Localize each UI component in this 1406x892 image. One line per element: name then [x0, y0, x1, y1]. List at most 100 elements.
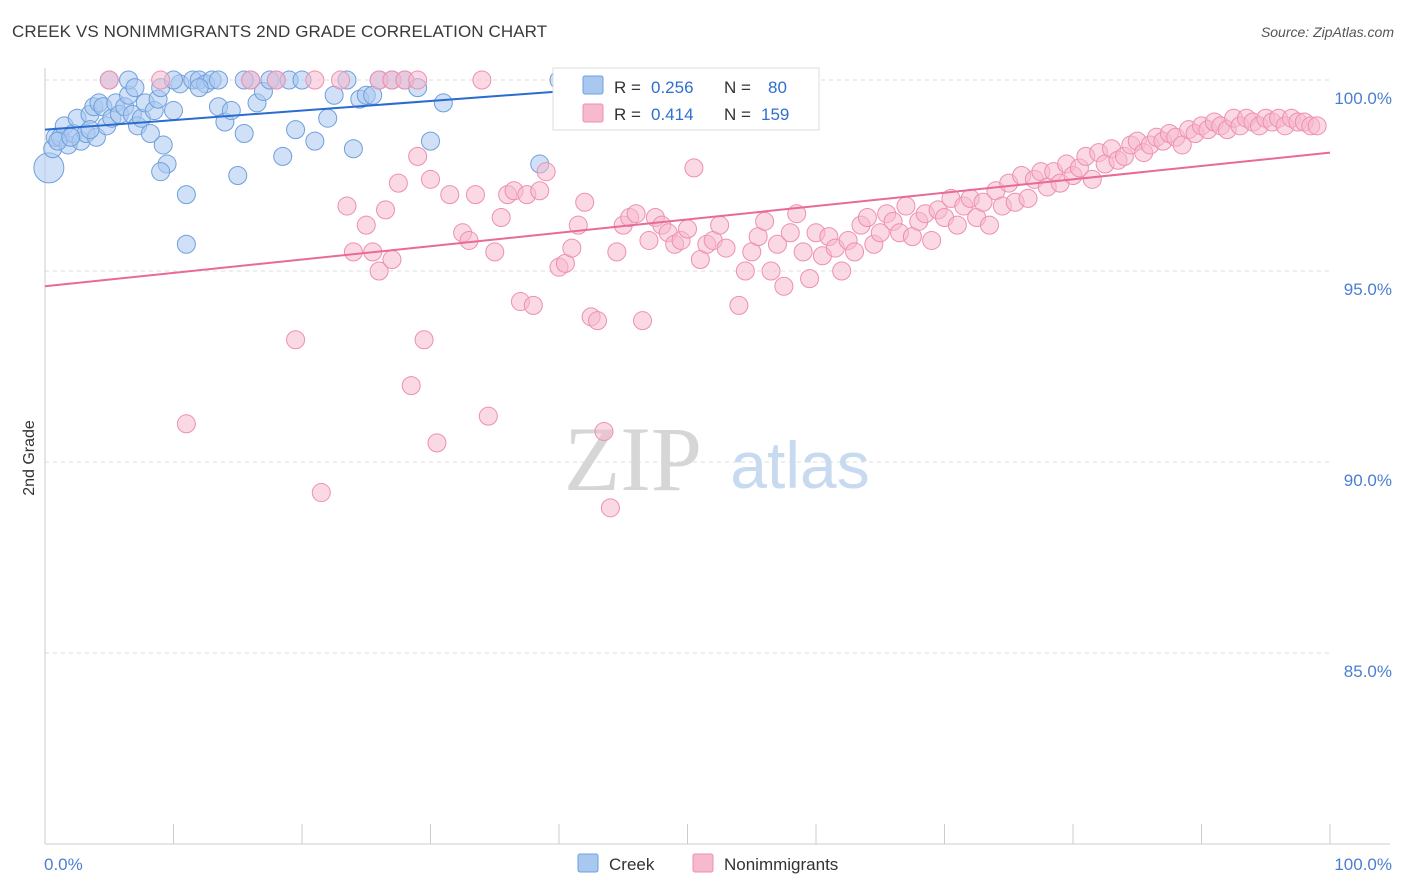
point-nonimmigrants-102	[947, 215, 967, 235]
point-nonimmigrants-78	[793, 242, 813, 262]
point-nonimmigrants-10	[472, 70, 492, 90]
stats-n-value-creek: 80	[768, 78, 787, 97]
point-creek-41	[228, 166, 248, 185]
watermark-zip: ZIP	[564, 408, 702, 510]
stats-swatch-nonimmigrants	[582, 103, 604, 123]
point-nonimmigrants-30	[465, 185, 485, 205]
point-nonimmigrants-5	[331, 70, 351, 90]
point-nonimmigrants-68	[729, 295, 749, 315]
point-nonimmigrants-23	[408, 146, 428, 166]
point-nonimmigrants-33	[491, 208, 511, 228]
point-nonimmigrants-50	[607, 242, 627, 262]
watermark: ZIP atlas	[564, 408, 870, 510]
stats-swatch-creek	[582, 75, 604, 95]
point-nonimmigrants-27	[440, 185, 460, 205]
point-nonimmigrants-32	[485, 242, 505, 262]
stats-r-value-nonimmigrants: 0.414	[651, 105, 694, 124]
tick-labels: 100.0% 95.0% 90.0% 85.0% 0.0% 100.0%	[44, 89, 1392, 874]
trendline-creek	[44, 90, 560, 131]
point-creek-72	[125, 78, 145, 98]
point-creek-53	[318, 108, 338, 128]
stats-n-value-nonimmigrants: 159	[761, 105, 789, 124]
point-creek-75	[208, 70, 228, 90]
legend-label-creek: Creek	[609, 855, 655, 874]
point-nonimmigrants-40	[536, 162, 556, 182]
point-nonimmigrants-123	[1082, 169, 1102, 189]
point-nonimmigrants-16	[356, 215, 376, 235]
stats-r-value-creek: 0.256	[651, 78, 694, 97]
legend-swatch-creek	[577, 853, 599, 873]
point-nonimmigrants-94	[896, 196, 916, 216]
point-nonimmigrants-79	[800, 269, 820, 289]
point-nonimmigrants-15	[343, 242, 363, 262]
point-creek-52	[305, 131, 325, 151]
point-nonimmigrants-39	[530, 181, 550, 201]
legend-label-nonimmigrants: Nonimmigrants	[724, 855, 838, 874]
point-creek-79	[80, 120, 100, 140]
point-creek-33	[176, 185, 196, 205]
point-creek-74	[189, 78, 209, 98]
point-nonimmigrants-43	[562, 238, 582, 258]
point-nonimmigrants-106	[973, 192, 993, 212]
point-nonimmigrants-21	[388, 173, 408, 193]
point-nonimmigrants-3	[266, 70, 286, 90]
y-tick-label-2: 90.0%	[1344, 471, 1392, 490]
point-nonimmigrants-72	[755, 211, 775, 231]
point-creek-56	[343, 139, 363, 159]
point-nonimmigrants-69	[735, 261, 755, 281]
point-nonimmigrants-73	[761, 261, 781, 281]
point-nonimmigrants-2	[241, 70, 261, 90]
point-creek-42	[234, 123, 254, 143]
stats-n-label-nonimmigrants: N =	[724, 105, 751, 124]
point-creek-25	[140, 123, 160, 143]
point-nonimmigrants-67	[716, 238, 736, 258]
point-nonimmigrants-98	[922, 230, 942, 250]
x-tick-label-0: 0.0%	[44, 855, 83, 874]
point-nonimmigrants-74	[767, 234, 787, 254]
point-creek-64	[421, 131, 440, 151]
chart-legend: Creek Nonimmigrants	[577, 853, 838, 874]
point-creek-68	[176, 234, 196, 254]
point-nonimmigrants-14	[337, 196, 357, 216]
point-nonimmigrants-55	[639, 230, 659, 250]
point-nonimmigrants-47	[588, 311, 608, 331]
point-creek-48	[273, 146, 293, 166]
point-nonimmigrants-11	[176, 414, 196, 434]
point-nonimmigrants-24	[414, 330, 434, 350]
x-tick-label-1: 100.0%	[1334, 855, 1392, 874]
stats-r-label-creek: R =	[614, 78, 641, 97]
point-nonimmigrants-31	[478, 406, 498, 426]
point-nonimmigrants-0	[99, 70, 119, 90]
chart-title: CREEK VS NONIMMIGRANTS 2ND GRADE CORRELA…	[12, 22, 548, 41]
point-nonimmigrants-45	[575, 192, 595, 212]
point-nonimmigrants-86	[845, 242, 865, 262]
point-creek-65	[433, 93, 453, 113]
point-nonimmigrants-49	[600, 498, 620, 518]
y-tick-label-0: 100.0%	[1334, 89, 1392, 108]
point-nonimmigrants-13	[311, 483, 331, 503]
point-nonimmigrants-12	[286, 330, 306, 350]
point-creek-29	[153, 135, 173, 155]
point-creek-50	[286, 120, 306, 140]
stats-r-label-nonimmigrants: R =	[614, 105, 641, 124]
point-creek-78	[61, 127, 81, 147]
point-nonimmigrants-26	[427, 433, 447, 453]
stats-legend: R = 0.256 N = 80 R = 0.414 N = 159	[552, 67, 820, 131]
point-nonimmigrants-29	[459, 230, 479, 250]
trendline-nonimmigrants	[44, 151, 1331, 288]
point-nonimmigrants-18	[369, 261, 389, 281]
point-nonimmigrants-75	[774, 276, 794, 296]
point-nonimmigrants-48	[594, 421, 614, 441]
point-nonimmigrants-66	[710, 215, 730, 235]
point-nonimmigrants-88	[857, 208, 877, 228]
point-nonimmigrants-25	[421, 169, 440, 189]
point-nonimmigrants-76	[780, 223, 800, 243]
point-nonimmigrants-1	[151, 70, 171, 90]
point-nonimmigrants-61	[678, 219, 697, 239]
y-tick-label-1: 95.0%	[1344, 280, 1392, 299]
point-nonimmigrants-84	[832, 261, 852, 281]
point-nonimmigrants-90	[870, 223, 890, 243]
point-nonimmigrants-22	[401, 376, 421, 396]
data-points	[33, 70, 1327, 518]
